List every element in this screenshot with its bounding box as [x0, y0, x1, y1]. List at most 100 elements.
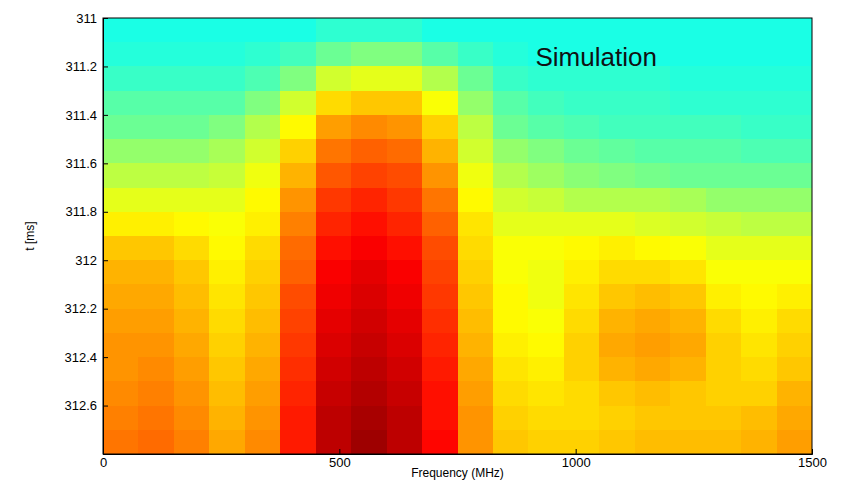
heatmap-cell	[741, 381, 777, 406]
heatmap-cell	[209, 357, 245, 382]
heatmap-cell	[280, 333, 316, 358]
heatmap-cell	[280, 91, 316, 116]
heatmap-cell	[706, 188, 742, 213]
heatmap-cell	[138, 115, 174, 140]
heatmap-cell	[387, 18, 423, 43]
heatmap-cell	[316, 236, 352, 261]
heatmap-cell	[280, 42, 316, 67]
heatmap-cell	[706, 163, 742, 188]
heatmap-cell	[280, 357, 316, 382]
x-axis-tick: 1500	[798, 449, 827, 470]
heatmap-cell	[777, 357, 812, 382]
heatmap-cell	[387, 188, 423, 213]
heatmap-cell	[174, 188, 210, 213]
heatmap-cell	[351, 309, 387, 334]
heatmap-cell	[777, 139, 812, 164]
heatmap-cell	[493, 212, 529, 237]
heatmap-cell	[777, 212, 812, 237]
heatmap-cell	[635, 381, 671, 406]
heatmap-cell	[387, 139, 423, 164]
heatmap-cell	[706, 381, 742, 406]
y-axis-tick-label: 311.4	[65, 108, 97, 123]
heatmap-cell	[599, 309, 635, 334]
heatmap-cell	[741, 163, 777, 188]
heatmap-cell	[209, 309, 245, 334]
heatmap-cell	[493, 357, 529, 382]
heatmap-cell	[493, 406, 529, 431]
heatmap-cell	[528, 333, 564, 358]
heatmap-cell	[422, 333, 458, 358]
heatmap-cell	[635, 115, 671, 140]
heatmap-cell	[528, 430, 564, 454]
heatmap-cell	[209, 406, 245, 431]
heatmap-cell	[174, 284, 210, 309]
y-axis-tick-mark	[103, 309, 108, 310]
heatmap-cell	[316, 309, 352, 334]
heatmap-cell	[103, 333, 139, 358]
heatmap-cell	[493, 163, 529, 188]
heatmap-cell	[138, 139, 174, 164]
heatmap-cell	[670, 212, 706, 237]
heatmap-cell	[280, 309, 316, 334]
heatmap-cell	[493, 260, 529, 285]
heatmap-cell	[777, 66, 812, 91]
y-axis-tick-label: 312	[75, 253, 97, 268]
heatmap-cell	[280, 115, 316, 140]
x-axis-tick: 1000	[562, 449, 591, 470]
heatmap-cell	[351, 284, 387, 309]
heatmap-cell	[387, 163, 423, 188]
heatmap-cell	[280, 188, 316, 213]
heatmap-cell	[670, 163, 706, 188]
heatmap-cell	[493, 115, 529, 140]
y-axis-tick: 311	[76, 11, 108, 26]
heatmap-cell	[635, 18, 671, 43]
heatmap-cell	[209, 42, 245, 67]
heatmap-cell	[138, 163, 174, 188]
heatmap-cell	[138, 236, 174, 261]
heatmap-cell	[670, 236, 706, 261]
heatmap-cell	[493, 236, 529, 261]
heatmap-cell	[174, 381, 210, 406]
heatmap-cell	[599, 406, 635, 431]
y-axis-line	[104, 19, 109, 455]
heatmap-cell	[351, 42, 387, 67]
heatmap-cell	[209, 381, 245, 406]
heatmap-cell	[422, 236, 458, 261]
heatmap-cell	[351, 260, 387, 285]
heatmap-cell	[280, 260, 316, 285]
heatmap-cell	[387, 406, 423, 431]
heatmap-cell	[316, 284, 352, 309]
heatmap-cell	[103, 91, 139, 116]
heatmap-cell	[245, 357, 281, 382]
heatmap-cell	[599, 139, 635, 164]
y-axis-tick: 311.4	[65, 108, 108, 123]
y-axis-tick-label: 311.6	[65, 156, 97, 171]
heatmap-cell	[209, 260, 245, 285]
heatmap-cell	[741, 333, 777, 358]
heatmap-cell	[245, 284, 281, 309]
heatmap-cell	[174, 260, 210, 285]
heatmap-cell	[422, 381, 458, 406]
heatmap-cell	[458, 381, 494, 406]
heatmap-cell	[528, 284, 564, 309]
heatmap-cell	[670, 91, 706, 116]
y-axis-tick-mark	[103, 18, 108, 19]
heatmap-cell	[670, 309, 706, 334]
heatmap-cell	[741, 406, 777, 431]
heatmap-cell	[245, 333, 281, 358]
heatmap-cell	[103, 406, 139, 431]
heatmap-cell	[138, 18, 174, 43]
heatmap-cell	[741, 42, 777, 67]
heatmap-cell	[422, 406, 458, 431]
heatmap-cell	[564, 357, 600, 382]
heatmap-cell	[599, 115, 635, 140]
heatmap-cell	[316, 357, 352, 382]
heatmap-cell	[209, 188, 245, 213]
heatmap-cell	[387, 381, 423, 406]
heatmap-cell	[528, 91, 564, 116]
heatmap-cell	[741, 188, 777, 213]
y-axis-tick: 311.8	[65, 204, 108, 219]
heatmap-cell	[528, 115, 564, 140]
heatmap-cell	[777, 42, 812, 67]
heatmap-cell	[635, 284, 671, 309]
